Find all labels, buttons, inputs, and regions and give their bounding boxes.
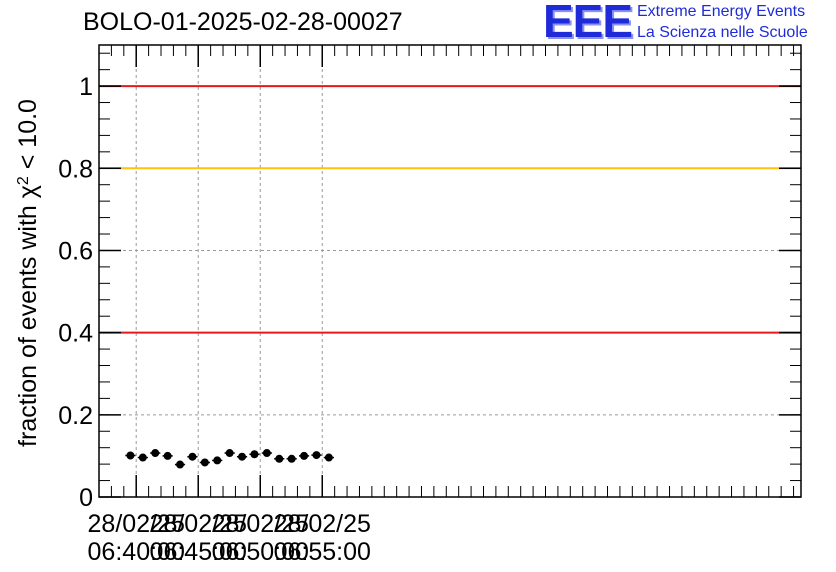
y-axis-label-suffix: < 10.0: [14, 99, 42, 176]
eee-logo: EEE: [543, 0, 633, 47]
data-point: [287, 454, 296, 463]
reference-lines: [99, 85, 801, 334]
axis-ticks: [98, 45, 801, 498]
x-tick-label-date: 28/02/25: [274, 510, 371, 538]
x-tick-label-date: 28/02/25: [150, 510, 247, 538]
x-tick-label-time: 06:55:00: [274, 538, 371, 566]
data-point: [188, 452, 197, 461]
logo-text-line2: La Scienza nelle Scuole: [637, 24, 808, 41]
y-tick-label: 1: [79, 73, 93, 101]
plot-frame: [98, 44, 802, 498]
x-tick-label-time: 06:45:00: [150, 538, 247, 566]
data-point: [126, 451, 135, 460]
data-point: [213, 456, 222, 465]
data-point: [151, 449, 160, 458]
y-axis-label-prefix: fraction of events with: [14, 198, 42, 447]
data-point: [225, 449, 234, 458]
tick-labels: 00.20.40.60.8128/02/2506:40:0028/02/2506…: [58, 73, 371, 566]
data-point: [262, 449, 271, 458]
data-point: [250, 450, 259, 459]
data-point: [238, 452, 247, 461]
y-tick-label: 0.4: [58, 320, 93, 348]
logo-text-line1: Extreme Energy Events: [637, 3, 806, 20]
y-axis-label-chi: χ: [14, 185, 42, 198]
y-axis-label: fraction of events with χ2 < 10.0: [14, 99, 42, 447]
data-point: [312, 451, 321, 460]
data-point: [163, 451, 172, 460]
y-tick-label: 0.2: [58, 402, 93, 430]
x-tick-label-time: 06:40:00: [88, 538, 185, 566]
y-tick-label: 0.6: [58, 237, 93, 265]
data-point: [138, 453, 147, 462]
x-tick-label-date: 28/02/25: [212, 510, 309, 538]
data-point: [324, 453, 333, 462]
y-tick-label: 0.8: [58, 155, 93, 183]
data-point: [176, 460, 185, 469]
data-point: [275, 454, 284, 463]
chart-title: BOLO-01-2025-02-28-00027: [83, 8, 403, 36]
data-points: [125, 449, 334, 469]
grid-lines: [99, 45, 801, 498]
data-point: [200, 458, 209, 467]
y-tick-label: 0: [79, 484, 93, 512]
x-tick-label-date: 28/02/25: [88, 510, 185, 538]
data-point: [300, 451, 309, 460]
y-axis-label-sup: 2: [15, 176, 32, 185]
x-tick-label-time: 06:50:00: [212, 538, 309, 566]
